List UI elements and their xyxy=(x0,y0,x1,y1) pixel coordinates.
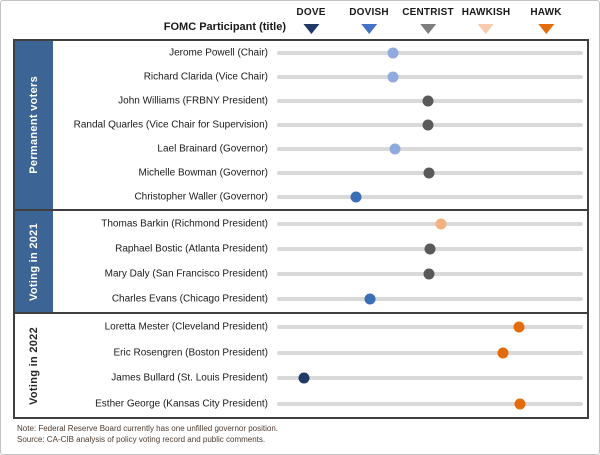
dovish-triangle-icon xyxy=(360,24,377,34)
section-label-text: Permanent voters xyxy=(28,76,40,174)
stance-track xyxy=(277,376,583,381)
participant-row: Christopher Waller (Governor) xyxy=(53,185,587,209)
participant-name: Randal Quarles (Vice Chair for Supervisi… xyxy=(73,119,268,131)
participant-name: Raphael Bostic (Atlanta President) xyxy=(115,243,268,255)
scale-category-label: HAWK xyxy=(530,7,562,18)
participant-row: Loretta Mester (Cleveland President) xyxy=(53,314,587,340)
stance-track xyxy=(277,221,583,226)
participant-row: Esther George (Kansas City President) xyxy=(53,391,587,417)
participant-row: Eric Rosengren (Boston President) xyxy=(53,340,587,366)
section-label-text: Voting in 2021 xyxy=(28,222,40,301)
stance-dot xyxy=(423,268,435,280)
section-label: Voting in 2022 xyxy=(15,314,53,417)
participant-name: Christopher Waller (Governor) xyxy=(134,191,268,203)
stance-track xyxy=(277,75,583,79)
participant-name: Michelle Bowman (Governor) xyxy=(138,167,269,179)
section-permanent-voters: Permanent voters Jerome Powell (Chair) Ric… xyxy=(13,39,589,211)
participant-name: James Bullard (St. Louis President) xyxy=(111,372,268,384)
scale-category-hawk: HAWK xyxy=(530,7,561,34)
section-voting-in-2021: Voting in 2021 Thomas Barkin (Richmond Pr… xyxy=(13,209,589,314)
participant-row: Lael Brainard (Governor) xyxy=(53,137,587,161)
section-label-text: Voting in 2022 xyxy=(28,326,40,405)
stance-track xyxy=(277,51,583,55)
stance-dot xyxy=(422,95,434,107)
scale-category-dovish: DOVISH xyxy=(349,7,389,34)
scale-category-hawkish: HAWKISH xyxy=(462,7,511,34)
stance-dot xyxy=(424,243,436,255)
stance-track xyxy=(277,195,583,199)
hawk-triangle-icon xyxy=(537,24,554,34)
stance-dot xyxy=(387,47,399,59)
stance-dot xyxy=(513,321,525,333)
participant-name: Richard Clarida (Vice Chair) xyxy=(143,71,268,83)
stance-track xyxy=(277,402,583,407)
participant-row: Randal Quarles (Vice Chair for Supervisi… xyxy=(53,113,587,137)
footnote: Note: Federal Reserve Board currently ha… xyxy=(17,423,278,445)
participant-row: Thomas Barkin (Richmond President) xyxy=(53,211,587,236)
stance-dot xyxy=(364,293,375,305)
stance-track xyxy=(277,147,583,151)
scale-category-dove: DOVE xyxy=(296,7,325,34)
note-text: Note: Federal Reserve Board currently ha… xyxy=(17,424,279,433)
hawkish-triangle-icon xyxy=(478,24,494,34)
scale-category-label: DOVISH xyxy=(349,7,389,18)
participant-name: Jerome Powell (Chair) xyxy=(169,47,268,59)
section-voting-in-2022: Voting in 2022 Loretta Mester (Cleveland … xyxy=(13,312,589,419)
dove-triangle-icon xyxy=(302,24,319,34)
participant-row: James Bullard (St. Louis President) xyxy=(53,366,587,392)
participant-row: Jerome Powell (Chair) xyxy=(53,41,587,65)
participant-row: Richard Clarida (Vice Chair) xyxy=(53,65,587,89)
participant-name: Charles Evans (Chicago President) xyxy=(111,293,268,305)
centrist-triangle-icon xyxy=(419,24,436,34)
participant-name: Thomas Barkin (Richmond President) xyxy=(101,218,268,230)
stance-dot xyxy=(389,143,401,155)
participant-column-title: FOMC Participant (title) xyxy=(163,21,286,33)
stance-track xyxy=(277,324,583,329)
participant-name: Mary Daly (San Francisco President) xyxy=(104,268,268,280)
participant-name: Eric Rosengren (Boston President) xyxy=(113,347,268,359)
scale-category-label: HAWKISH xyxy=(461,7,511,18)
section-label: Permanent voters xyxy=(15,41,53,209)
participant-name: Loretta Mester (Cleveland President) xyxy=(104,321,268,333)
source-text: Source: CA-CIB analysis of policy voting… xyxy=(17,435,266,444)
section-rows: Thomas Barkin (Richmond President) Raphae… xyxy=(53,211,587,312)
stance-dot xyxy=(497,347,509,359)
participant-row: Michelle Bowman (Governor) xyxy=(53,161,587,185)
participant-name: John Williams (FRBNY President) xyxy=(118,95,268,107)
stance-dot xyxy=(423,167,435,179)
scale-category-label: DOVE xyxy=(296,7,326,18)
scale-category-label: CENTRIST xyxy=(402,7,454,18)
section-rows: Loretta Mester (Cleveland President) Eric… xyxy=(53,314,587,417)
stance-dot xyxy=(298,372,310,384)
stance-dot xyxy=(387,71,399,83)
stance-dot xyxy=(350,191,362,203)
participant-row: Charles Evans (Chicago President) xyxy=(53,287,587,312)
stance-dot xyxy=(514,398,526,410)
stance-dot xyxy=(435,218,447,230)
section-rows: Jerome Powell (Chair) Richard Clarida (Vi… xyxy=(53,41,587,209)
participant-row: John Williams (FRBNY President) xyxy=(53,89,587,113)
participant-name: Esther George (Kansas City President) xyxy=(95,398,268,410)
participant-row: Mary Daly (San Francisco President) xyxy=(53,262,587,287)
stance-track xyxy=(277,297,583,302)
scale-category-centrist: CENTRIST xyxy=(402,7,454,34)
section-label: Voting in 2021 xyxy=(15,211,53,312)
participant-row: Raphael Bostic (Atlanta President) xyxy=(53,236,587,261)
participant-name: Lael Brainard (Governor) xyxy=(157,143,268,155)
stance-dot xyxy=(422,119,434,131)
stance-track xyxy=(277,350,583,355)
